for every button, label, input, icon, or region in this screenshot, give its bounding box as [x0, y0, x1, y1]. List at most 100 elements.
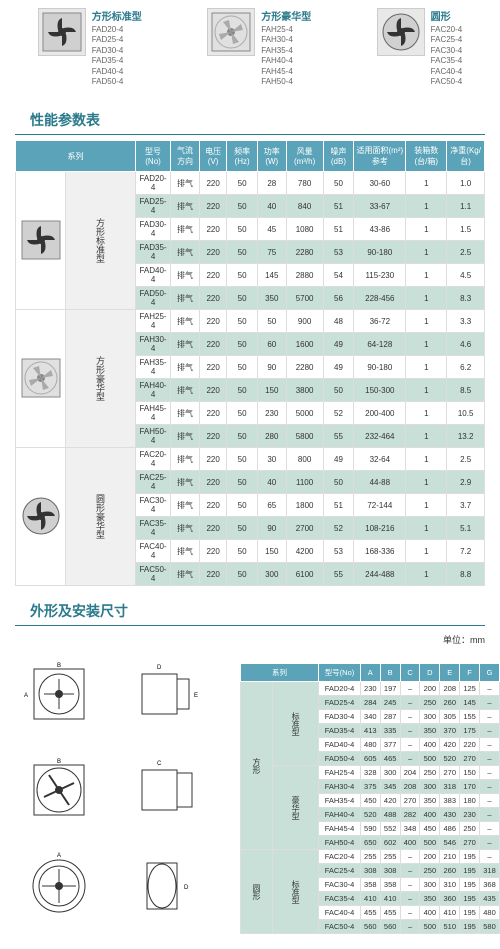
table-cell: 36-72 [354, 310, 406, 333]
table-cell: 200-400 [354, 402, 406, 425]
table-cell: 328 [360, 766, 380, 780]
product-model: FAD25-4 [92, 35, 142, 45]
product-title: 方形豪华型 [261, 8, 311, 23]
table-cell: – [480, 780, 500, 794]
category-image [16, 448, 66, 586]
table-cell: 53 [323, 241, 354, 264]
table-cell: 358 [360, 878, 380, 892]
table-cell: 50 [323, 379, 354, 402]
table-cell: 1 [406, 448, 447, 471]
product-model: FAH40-4 [261, 56, 311, 66]
table-cell: FAD30-4 [136, 218, 171, 241]
table-cell: FAC40-4 [136, 540, 171, 563]
table-cell: 520 [360, 808, 380, 822]
table-cell: 300 [380, 766, 400, 780]
table-cell: 480 [360, 738, 380, 752]
table-cell: 1 [406, 241, 447, 264]
table-cell: 1 [406, 425, 447, 448]
table-cell: 30 [257, 448, 286, 471]
product-title: 方形标准型 [92, 8, 142, 23]
table-cell: 1.0 [447, 172, 485, 195]
table-cell: 44-88 [354, 471, 406, 494]
unit-label: 单位：mm [0, 631, 500, 648]
table-cell: 200 [420, 682, 440, 696]
table-cell: 1 [406, 356, 447, 379]
table-cell: 318 [440, 780, 460, 794]
table-cell: 50 [227, 540, 258, 563]
table-cell: 排气 [171, 402, 200, 425]
product-model: FAH35-4 [261, 46, 311, 56]
table-cell: 220 [200, 218, 227, 241]
table-cell: FAC30-4 [136, 494, 171, 517]
table-cell: FAC35-4 [136, 517, 171, 540]
table-cell: 50 [227, 356, 258, 379]
table-cell: 50 [227, 195, 258, 218]
table-row: 圆形标准型FAC20-4255255–200210195– [241, 850, 500, 864]
table-cell: 195 [460, 906, 480, 920]
table-cell: FAD40-4 [319, 738, 361, 752]
product-image [377, 8, 425, 56]
table-cell: FAH25-4 [136, 310, 171, 333]
table-cell: 300 [420, 780, 440, 794]
table-cell: 4.5 [447, 264, 485, 287]
perf-header: 噪声(dB) [323, 141, 354, 172]
table-cell: 250 [420, 766, 440, 780]
category-image [16, 172, 66, 310]
diagram: DE [118, 658, 215, 730]
table-cell: 56 [323, 287, 354, 310]
table-cell: 195 [460, 878, 480, 892]
table-cell: 220 [200, 264, 227, 287]
perf-header: 装箱数(台/箱) [406, 141, 447, 172]
table-cell: 220 [200, 241, 227, 264]
table-cell: 90-180 [354, 241, 406, 264]
dim-header: G [480, 664, 500, 682]
table-cell: 420 [380, 794, 400, 808]
table-cell: 260 [440, 864, 460, 878]
table-cell: – [400, 892, 420, 906]
table-cell: 560 [380, 920, 400, 934]
table-cell: 350 [257, 287, 286, 310]
table-cell: 220 [200, 172, 227, 195]
table-cell: 50 [227, 264, 258, 287]
table-cell: 228-456 [354, 287, 406, 310]
table-cell: 580 [480, 920, 500, 934]
table-cell: 51 [323, 218, 354, 241]
table-cell: 500 [420, 920, 440, 934]
table-cell: 8.3 [447, 287, 485, 310]
table-cell: 51 [323, 494, 354, 517]
table-cell: 50 [227, 425, 258, 448]
table-cell: FAD35-4 [319, 724, 361, 738]
table-cell: 7.2 [447, 540, 485, 563]
table-cell: 1 [406, 333, 447, 356]
table-cell: 602 [380, 836, 400, 850]
table-cell: 排气 [171, 218, 200, 241]
table-row: 豪华型FAH25-4328300204250270150– [241, 766, 500, 780]
table-cell: 300 [420, 710, 440, 724]
diagrams: ABDEBCAD [15, 658, 215, 939]
table-cell: 72-144 [354, 494, 406, 517]
table-cell: 排气 [171, 448, 200, 471]
product-model: FAC25-4 [431, 35, 463, 45]
table-cell: 480 [480, 906, 500, 920]
table-cell: 49 [323, 333, 354, 356]
table-cell: 400 [400, 836, 420, 850]
shape-label: 圆形 [241, 850, 273, 934]
table-cell: 270 [440, 766, 460, 780]
table-cell: 168-336 [354, 540, 406, 563]
table-cell: 5.1 [447, 517, 485, 540]
table-cell: 368 [480, 878, 500, 892]
table-cell: 284 [360, 696, 380, 710]
svg-text:D: D [157, 665, 162, 671]
table-cell: FAC40-4 [319, 906, 361, 920]
svg-text:A: A [57, 853, 61, 859]
table-cell: FAH30-4 [136, 333, 171, 356]
table-cell: 305 [440, 710, 460, 724]
performance-table: 系列型号(No)气流方向电压(V)频率(Hz)功率(W)风量(m³/h)噪声(d… [15, 140, 485, 586]
table-cell: 308 [360, 864, 380, 878]
product-header: 方形标准型FAD20-4FAD25-4FAD30-4FAD35-4FAD40-4… [0, 0, 500, 95]
table-cell: 1 [406, 195, 447, 218]
table-cell: – [400, 864, 420, 878]
product-model: FAC50-4 [431, 77, 463, 87]
table-cell: 780 [286, 172, 323, 195]
table-cell: 210 [440, 850, 460, 864]
